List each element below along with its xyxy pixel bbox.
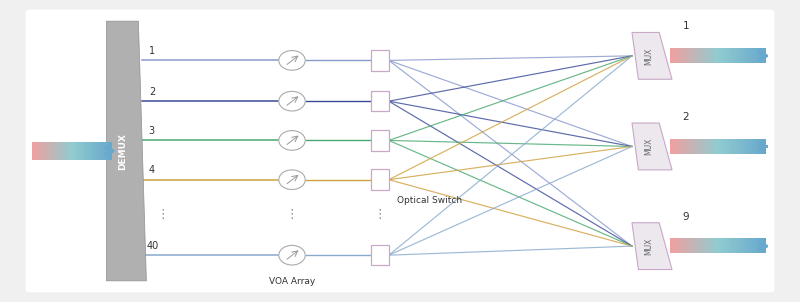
Polygon shape xyxy=(632,123,672,170)
Text: ⋮: ⋮ xyxy=(156,208,169,221)
Text: MUX: MUX xyxy=(644,138,654,155)
Polygon shape xyxy=(632,33,672,79)
Text: 1: 1 xyxy=(682,21,689,31)
FancyBboxPatch shape xyxy=(371,245,389,265)
Ellipse shape xyxy=(279,245,306,265)
Text: 2: 2 xyxy=(149,86,155,97)
FancyBboxPatch shape xyxy=(371,169,389,190)
Text: ⋮: ⋮ xyxy=(286,208,298,221)
Polygon shape xyxy=(106,21,146,281)
Text: 2: 2 xyxy=(682,112,689,122)
Ellipse shape xyxy=(279,91,306,111)
FancyBboxPatch shape xyxy=(371,130,389,151)
Text: 40: 40 xyxy=(146,240,158,251)
FancyBboxPatch shape xyxy=(26,10,774,292)
Text: 1: 1 xyxy=(149,46,155,56)
FancyBboxPatch shape xyxy=(371,91,389,111)
Ellipse shape xyxy=(279,130,306,150)
Text: 3: 3 xyxy=(149,126,155,136)
Ellipse shape xyxy=(279,50,306,70)
Text: DEMUX: DEMUX xyxy=(118,133,127,169)
Text: Optical Switch: Optical Switch xyxy=(397,196,462,205)
Polygon shape xyxy=(632,223,672,270)
Ellipse shape xyxy=(279,170,306,190)
Text: ⋮: ⋮ xyxy=(374,208,386,221)
Text: VOA Array: VOA Array xyxy=(269,277,315,286)
FancyBboxPatch shape xyxy=(371,50,389,71)
Text: 9: 9 xyxy=(682,212,689,222)
Text: MUX: MUX xyxy=(644,237,654,255)
Text: 4: 4 xyxy=(149,165,155,175)
Text: MUX: MUX xyxy=(644,47,654,65)
